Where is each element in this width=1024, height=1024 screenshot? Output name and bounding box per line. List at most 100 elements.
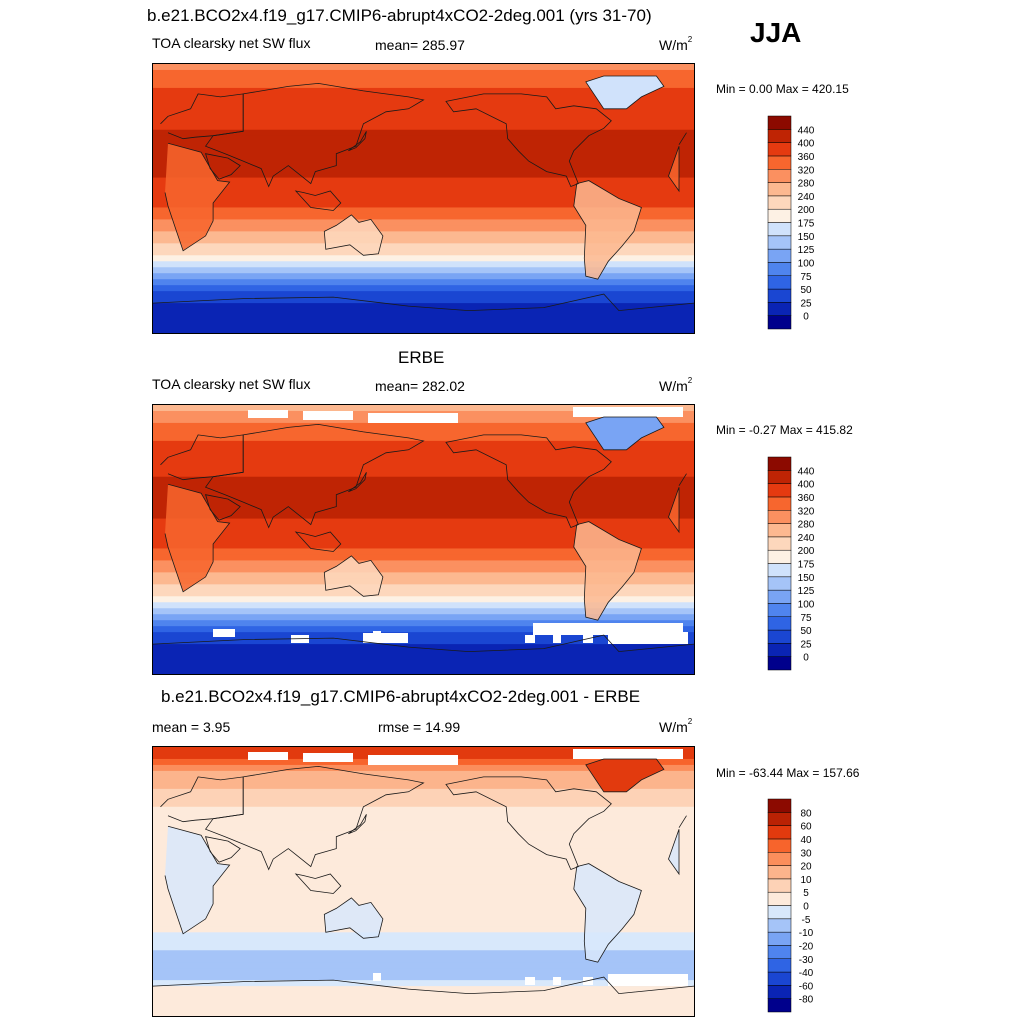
colorbar-tick-label: 80 <box>800 808 812 819</box>
panel1-title: b.e21.BCO2x4.f19_g17.CMIP6-abrupt4xCO2-2… <box>147 6 652 25</box>
field-band <box>153 111 694 119</box>
field-band <box>153 584 694 591</box>
colorbar-box <box>767 235 792 250</box>
field-band <box>153 548 694 556</box>
colorbar-tick-label: 10 <box>800 875 812 886</box>
colorbar-box <box>767 998 792 1013</box>
missing-data-patch <box>608 974 688 986</box>
coastline-samerica <box>573 180 642 280</box>
colorbar-box <box>767 115 792 130</box>
field-band <box>153 866 694 874</box>
colorbar-box <box>767 865 792 880</box>
field-band <box>153 440 694 448</box>
field-band <box>153 614 694 621</box>
colorbar-box <box>767 616 792 631</box>
missing-data-patch <box>213 629 235 637</box>
coastline-indonesia <box>294 190 342 211</box>
colorbar-tick-label: 5 <box>803 888 809 899</box>
panel1-map-svg <box>153 64 694 333</box>
colorbar-tick-label: 200 <box>798 546 815 557</box>
panel1-mean-label: mean= 285.97 <box>375 37 465 53</box>
colorbar-tick-label: 0 <box>803 653 809 664</box>
field-band <box>153 854 694 862</box>
field-band <box>153 153 694 161</box>
field-band <box>153 980 694 987</box>
colorbar-box <box>767 222 792 237</box>
coastline-japan <box>348 131 367 152</box>
panel1-colorbar: 0 25 50 75 100 125 150 175 200 240 280 320 360 400 440 <box>767 115 828 330</box>
field-band <box>153 872 694 880</box>
panel3-colorbar-svg: -80 -60 -40 -30 -20 -10 -5 0 5 10 20 30 40 60 80 <box>767 798 814 1013</box>
field-band <box>153 836 694 844</box>
colorbar-box <box>767 182 792 197</box>
field-band <box>153 806 694 814</box>
colorbar-tick-label: 280 <box>798 520 815 531</box>
colorbar-box <box>767 958 792 973</box>
field-band <box>153 884 694 892</box>
coastline-antarctica <box>153 976 694 995</box>
field-band <box>153 171 694 179</box>
field-band <box>153 327 694 333</box>
coastline-japan <box>348 814 367 835</box>
greenland-region <box>585 76 664 109</box>
colorbar-box <box>767 195 792 210</box>
panel3-colorbar: -80 -60 -40 -30 -20 -10 -5 0 5 10 20 30 40 60 80 <box>767 798 828 1013</box>
field-band <box>153 770 694 778</box>
missing-data-patch <box>248 410 288 418</box>
missing-data-patch <box>303 753 353 762</box>
field-band <box>153 165 694 173</box>
field-band <box>153 93 694 101</box>
coastline-asia <box>204 82 425 188</box>
colorbar-box <box>767 129 792 143</box>
field-band <box>153 69 694 77</box>
field-band <box>153 105 694 113</box>
field-band <box>153 992 694 999</box>
panel3-title: b.e21.BCO2x4.f19_g17.CMIP6-abrupt4xCO2-2… <box>161 687 641 706</box>
colorbar-box <box>767 496 792 511</box>
missing-data-patch <box>525 977 535 985</box>
field-band <box>153 944 694 951</box>
field-band <box>153 231 694 238</box>
coastline-indonesia <box>294 531 342 552</box>
missing-data-patch <box>573 749 683 759</box>
field-band <box>153 494 694 502</box>
colorbar-tick-label: 320 <box>798 506 815 517</box>
coastline-samerica <box>573 863 642 963</box>
panel2-units-sup: 2 <box>687 376 693 385</box>
field-band <box>153 632 694 639</box>
colorbar-box <box>767 549 792 564</box>
colorbar-box <box>767 825 792 840</box>
field-band <box>153 602 694 609</box>
colorbar-box <box>767 971 792 986</box>
field-band <box>153 644 694 651</box>
field-band <box>153 267 694 274</box>
field-band <box>153 962 694 969</box>
colorbar-box <box>767 905 792 920</box>
field-band <box>153 800 694 808</box>
coastline-greenland <box>585 75 665 110</box>
field-band <box>153 902 694 909</box>
colorbar-box <box>767 589 792 604</box>
colorbar-box <box>767 798 792 813</box>
field-band <box>153 189 694 197</box>
colorbar-box <box>767 576 792 591</box>
field-band <box>153 87 694 95</box>
field-band <box>153 159 694 167</box>
coastline-arabia <box>205 836 241 863</box>
field-band <box>153 938 694 945</box>
field-band <box>153 135 694 143</box>
colorbar-tick-label: -30 <box>799 955 814 966</box>
field-band <box>153 782 694 790</box>
missing-data-patch <box>525 635 535 643</box>
field-band <box>153 506 694 514</box>
colorbar-box <box>767 891 792 906</box>
field-band <box>153 195 694 203</box>
field-band <box>153 500 694 508</box>
panel3-map <box>152 746 695 1017</box>
missing-data-patch <box>373 631 381 639</box>
panel2-minmax: Min = -0.27 Max = 415.82 <box>716 423 853 437</box>
field-band <box>153 518 694 526</box>
colorbar-tick-label: -40 <box>799 968 814 979</box>
colorbar-tick-label: 100 <box>798 258 815 269</box>
colorbar-box <box>767 248 792 263</box>
